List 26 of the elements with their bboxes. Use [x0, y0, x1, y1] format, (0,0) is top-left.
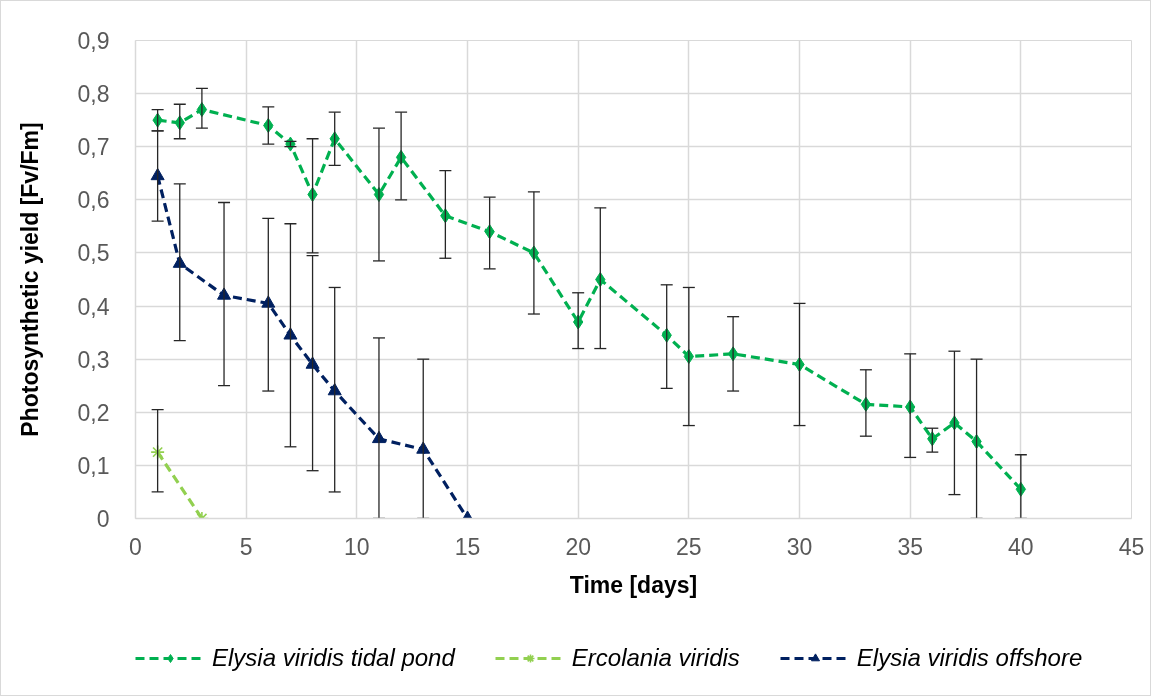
y-tick-label: 0,5 [77, 240, 110, 267]
y-tick-label: 0,6 [77, 187, 110, 214]
x-tick-label: 30 [786, 533, 813, 560]
y-tick-label: 0,7 [77, 134, 110, 161]
x-axis-title: Time [days] [569, 571, 698, 598]
x-tick-label: 25 [676, 533, 702, 560]
x-tick-label: 15 [454, 533, 481, 560]
x-tick-label: 0 [129, 533, 142, 560]
legend-label: Ercolania viridis [571, 644, 740, 672]
y-tick-label: 0,2 [77, 399, 110, 426]
x-tick-label: 40 [1008, 533, 1034, 560]
legend-label: Elysia viridis offshore [856, 644, 1083, 672]
y-tick-label: 0,1 [77, 452, 110, 479]
x-tick-label: 35 [897, 533, 923, 560]
y-tick-label: 0,3 [77, 346, 110, 373]
point [150, 444, 165, 460]
y-tick-label: 0,4 [77, 293, 110, 320]
x-tick-label: 20 [565, 533, 591, 560]
legend-label: Elysia viridis tidal pond [212, 644, 455, 672]
x-tick-label: 45 [1118, 533, 1145, 560]
x-tick-label: 10 [344, 533, 370, 560]
y-tick-label: 0,8 [77, 81, 110, 108]
y-tick-label: 0 [96, 506, 110, 532]
x-tick-label: 5 [239, 533, 253, 560]
y-axis-title: Photosynthetic yield [Fv/Fm] [16, 122, 43, 437]
y-tick-label: 0,9 [77, 28, 110, 54]
